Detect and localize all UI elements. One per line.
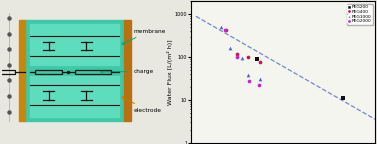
Point bbox=[246, 79, 252, 82]
Point bbox=[257, 78, 263, 80]
Bar bbox=[30, 24, 119, 65]
Point bbox=[227, 47, 233, 50]
Bar bbox=[0, 70, 15, 74]
Point bbox=[222, 29, 228, 32]
Point bbox=[245, 56, 251, 58]
Point bbox=[223, 29, 229, 32]
Bar bbox=[19, 20, 25, 121]
Point bbox=[257, 61, 263, 64]
Bar bbox=[124, 20, 131, 121]
Bar bbox=[30, 76, 119, 117]
Point bbox=[256, 84, 262, 86]
Text: charge: charge bbox=[101, 69, 153, 74]
Text: membrane: membrane bbox=[122, 29, 166, 44]
Point bbox=[340, 97, 346, 99]
Point bbox=[245, 74, 251, 76]
Text: electrode: electrode bbox=[122, 97, 161, 113]
Point bbox=[234, 53, 240, 55]
Point bbox=[239, 57, 245, 59]
Legend: PEG200, PEG400, PEG1000, PEG2000: PEG200, PEG400, PEG1000, PEG2000 bbox=[347, 4, 373, 25]
Point bbox=[254, 58, 261, 60]
Bar bbox=[75, 70, 111, 74]
Y-axis label: Water Flux [L/(m² h)]: Water Flux [L/(m² h)] bbox=[167, 39, 173, 105]
Point bbox=[234, 56, 240, 58]
Point bbox=[218, 26, 224, 28]
Bar bbox=[35, 70, 62, 74]
Bar bbox=[25, 20, 124, 121]
